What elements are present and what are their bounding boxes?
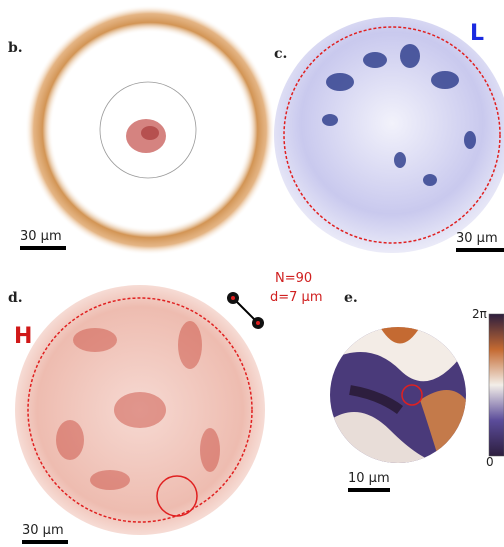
panel-label: c.: [274, 46, 287, 62]
annotation: d=7 µm: [270, 290, 322, 305]
annotation: N=90: [275, 271, 312, 286]
colorbar-max: 2π: [472, 307, 487, 321]
figure: b. 30 µm c. L 30 µm d. H N=90: [0, 0, 504, 547]
panel-tag: L: [470, 21, 484, 46]
colorbar-min: 0: [486, 455, 494, 469]
panel-label: e.: [344, 290, 358, 306]
panel-d: d. H N=90 d=7 µm 30 µm: [8, 271, 322, 542]
scale-bar-label: 30 µm: [20, 229, 62, 244]
panel-label: b.: [8, 40, 23, 56]
scale-bar-label: 30 µm: [22, 523, 64, 538]
panel-tag: H: [14, 324, 32, 349]
scale-bar-label: 30 µm: [456, 231, 498, 246]
panel-c: c. L 30 µm: [274, 17, 504, 253]
panel-b: b. 30 µm: [8, 5, 275, 255]
panel-e: e. 2π 0 10 µm: [330, 290, 504, 490]
panel-label: d.: [8, 290, 23, 306]
scale-bar-label: 10 µm: [348, 471, 390, 486]
